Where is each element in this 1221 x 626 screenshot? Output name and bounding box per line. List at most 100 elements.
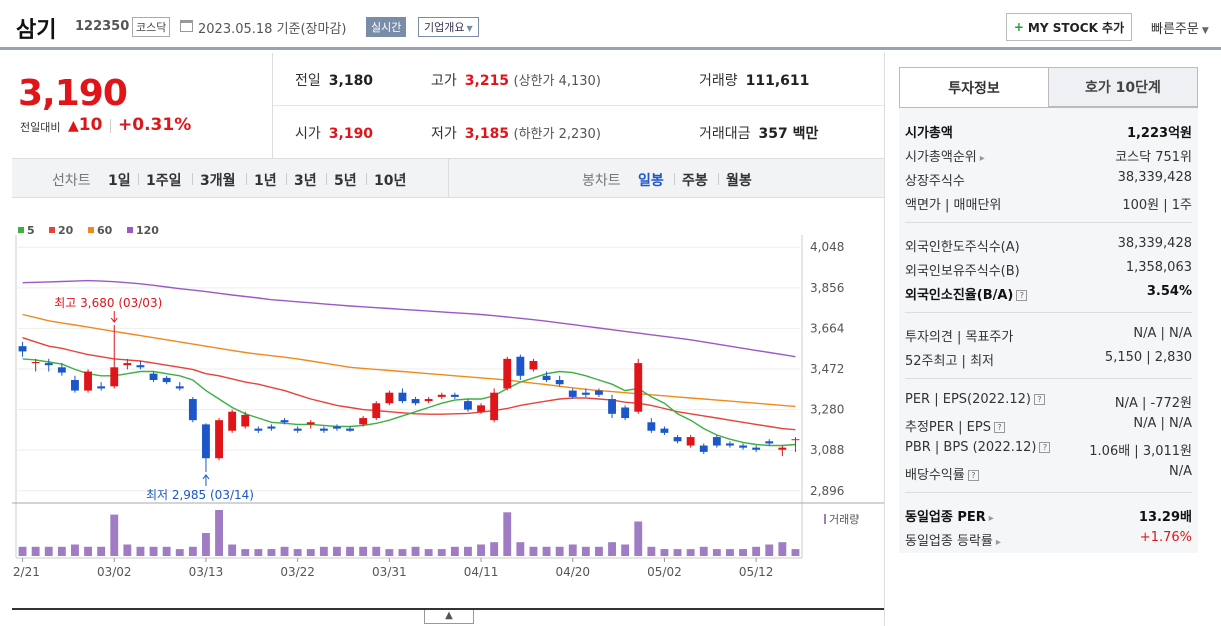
volume-bar xyxy=(346,546,354,556)
info-row: 52주최고 | 최저 5,150 | 2,830 xyxy=(905,350,1192,369)
add-mystock-button[interactable]: + MY STOCK 추가 xyxy=(1006,13,1132,41)
legend-swatch xyxy=(18,227,24,233)
collapse-button[interactable]: ▲ xyxy=(424,610,474,624)
candle-body xyxy=(254,428,263,431)
legend-label: 60 xyxy=(97,224,113,237)
help-icon[interactable]: ? xyxy=(993,422,1005,433)
legend-swatch xyxy=(127,227,133,233)
volume-bar xyxy=(136,546,145,556)
chevron-right-icon: ▸ xyxy=(995,537,1001,548)
candle-body xyxy=(464,401,472,410)
tab-monthly[interactable]: 월봉 xyxy=(726,173,752,189)
help-icon[interactable]: ? xyxy=(1016,290,1028,301)
volume-bar xyxy=(228,544,237,556)
prev-close-label: 전일 xyxy=(295,73,321,89)
open-price: 시가 3,190 xyxy=(295,123,373,143)
candle-body xyxy=(123,363,132,366)
volume-bar xyxy=(359,546,368,556)
volume-bar xyxy=(319,546,328,556)
base-date: 2023.05.18 기준(장마감) xyxy=(198,22,347,37)
volume-bar xyxy=(726,549,734,556)
volume-bar xyxy=(516,542,525,556)
chevron-down-icon: ▼ xyxy=(1201,26,1209,36)
change-percent: +0.31% xyxy=(118,115,192,135)
info-row-label[interactable]: 시가총액순위 xyxy=(905,150,977,165)
tab-1week[interactable]: 1주일 xyxy=(146,173,182,189)
volume-bar xyxy=(110,514,119,556)
high-price-value: 3,215 xyxy=(464,73,510,89)
info-row-label: 상장주식수 xyxy=(905,174,965,189)
candle-body xyxy=(306,422,315,425)
help-icon[interactable]: ? xyxy=(1039,442,1051,453)
y-tick-label: 3,664 xyxy=(810,321,844,335)
candle-body xyxy=(136,365,145,368)
divider xyxy=(110,119,111,133)
info-row: 액면가 | 매매단위 100원 | 1주 xyxy=(905,194,1192,213)
tab-orderbook[interactable]: 호가 10단계 xyxy=(1048,67,1198,107)
stock-code: 122350 xyxy=(75,19,130,34)
info-row-label[interactable]: 동일업종 PER xyxy=(905,510,986,525)
tab-5year[interactable]: 5년 xyxy=(334,173,357,189)
realtime-button[interactable]: 실시간 xyxy=(366,17,407,37)
volume-bar xyxy=(267,549,276,556)
tab-10year[interactable]: 10년 xyxy=(374,173,407,189)
candle-body xyxy=(31,362,40,364)
low-annotation: 최저 2,985 (03/14) xyxy=(146,488,254,502)
info-separator xyxy=(905,378,1192,379)
info-row: 외국인한도주식수(A) 38,339,428 xyxy=(905,236,1192,255)
tab-1year[interactable]: 1년 xyxy=(254,173,277,189)
candle-body xyxy=(293,428,302,431)
volume-bar xyxy=(241,549,250,556)
x-tick-label: 03/31 xyxy=(372,565,407,579)
x-tick-label: 03/13 xyxy=(189,565,224,579)
chevron-right-icon: ▸ xyxy=(988,513,994,524)
info-row-value: 3.54% xyxy=(1146,284,1192,299)
candle-body xyxy=(752,447,761,450)
info-row-label: 외국인소진율(B/A) xyxy=(905,288,1014,303)
candle-body xyxy=(202,424,210,459)
info-row-value: N/A | -772원 xyxy=(1114,396,1192,411)
candle-body xyxy=(44,363,53,366)
company-overview-button[interactable]: 기업개요 ▼ xyxy=(418,17,479,37)
tab-invest-info[interactable]: 투자정보 xyxy=(899,67,1049,107)
volume-bar xyxy=(333,546,341,556)
candle-body xyxy=(84,371,92,391)
candle-body xyxy=(346,428,354,431)
plus-icon: + xyxy=(1013,20,1024,34)
tab-3year[interactable]: 3년 xyxy=(294,173,317,189)
candle-body xyxy=(503,358,512,389)
stock-header: 삼기 122350 코스닥 2023.05.18 기준(장마감) 실시간 기업개… xyxy=(0,0,1221,50)
volume-bar xyxy=(778,542,787,556)
stats-divider xyxy=(273,105,885,106)
quick-order-button[interactable]: 빠른주문 ▼ xyxy=(1151,18,1209,37)
up-triangle-icon: ▲ xyxy=(68,118,79,134)
tab-3month[interactable]: 3개월 xyxy=(200,173,236,189)
volume-legend-swatch xyxy=(824,514,826,524)
help-icon[interactable]: ? xyxy=(967,470,979,481)
volume-bar xyxy=(385,549,394,556)
prev-close-value: 3,180 xyxy=(328,73,374,89)
info-row-value: 38,339,428 xyxy=(1117,236,1192,251)
volume-label: 거래량 xyxy=(699,73,738,89)
chart-tabbar: 선차트 1일 1주일 3개월 1년 3년 5년 10년 봉차트 일봉 주봉 월봉 xyxy=(12,158,884,198)
volume-bar xyxy=(280,546,289,556)
legend-label: 5 xyxy=(27,224,35,237)
tab-weekly[interactable]: 주봉 xyxy=(682,173,708,189)
volume-bar xyxy=(621,544,630,556)
info-row: 동일업종 PER ▸ 13.29배 xyxy=(905,506,1192,525)
candle-body xyxy=(595,390,603,395)
help-icon[interactable]: ? xyxy=(1033,394,1045,405)
info-row-label: 액면가 | 매매단위 xyxy=(905,198,1002,213)
tab-1day[interactable]: 1일 xyxy=(108,173,131,189)
info-row-label[interactable]: 동일업종 등락률 xyxy=(905,534,993,549)
volume-bar xyxy=(293,549,302,556)
tab-daily[interactable]: 일봉 xyxy=(638,173,664,189)
chevron-up-icon: ▲ xyxy=(445,610,453,621)
candle-body xyxy=(215,420,223,459)
moving-average-5 xyxy=(22,358,796,447)
info-row-value: 1,223억원 xyxy=(1126,126,1192,141)
candle-body xyxy=(18,346,27,352)
x-tick-label: 04/20 xyxy=(555,565,590,579)
volume-bar xyxy=(791,549,800,556)
volume-bar xyxy=(595,546,603,556)
